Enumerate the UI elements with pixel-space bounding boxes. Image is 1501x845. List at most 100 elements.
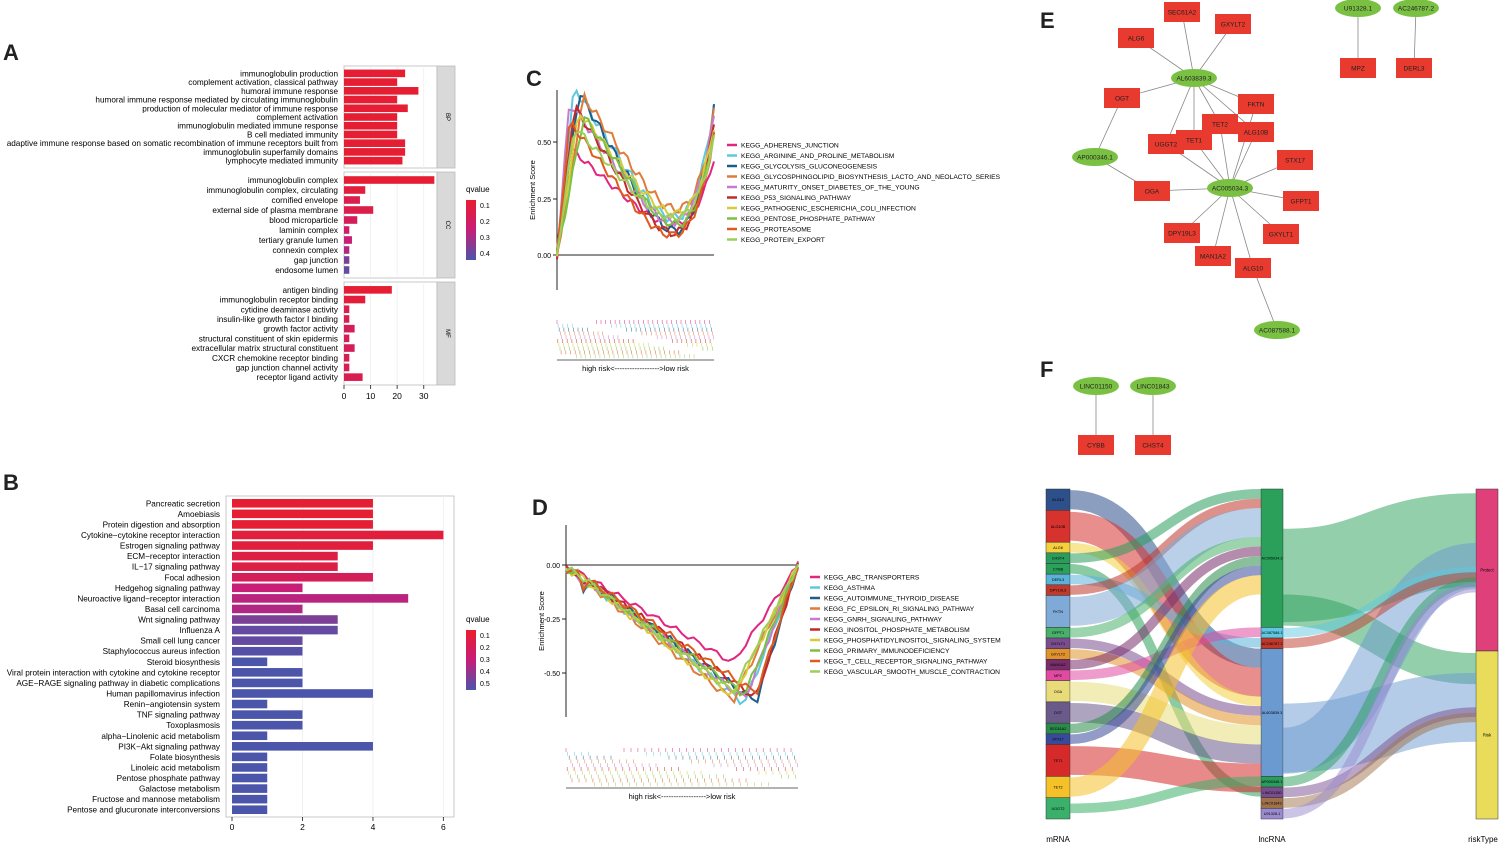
- panel-e-node-label: TET2: [1212, 121, 1228, 128]
- panel-f-lncrna-node: [1073, 377, 1119, 395]
- panel-a-legend-title: qvalue: [466, 185, 490, 194]
- panel-b-pathway-label: Pancreatic secretion: [146, 499, 221, 508]
- panel-a-term-label: complement activation, classical pathway: [188, 78, 339, 87]
- panel-e-edge: [1212, 187, 1231, 257]
- panel-b-pathway-label: Hedgehog signaling pathway: [115, 584, 221, 593]
- panel-c-ytick-label: 0.00: [537, 253, 551, 260]
- panel-e-node-label: DERL3: [1404, 65, 1425, 72]
- panel-e-node-label: AL603839.3: [1176, 75, 1211, 82]
- panel-e-mrna-node: [1202, 114, 1238, 134]
- panel-b-pathway-label: Influenza A: [179, 626, 220, 635]
- panel-a-term-label: gap junction channel activity: [236, 363, 339, 372]
- panel-a-strip-label: MF: [444, 329, 450, 338]
- panel-a-strip-label: CC: [444, 221, 450, 230]
- panel-a-bar: [344, 121, 398, 130]
- panel-a-bar: [344, 226, 350, 234]
- panel-d-xaxis-label: high risk<------------------>low risk: [629, 792, 736, 801]
- panel-a-xtick-label: 10: [366, 391, 376, 401]
- panel-e-edge: [1219, 123, 1231, 189]
- panel-e-node-label: FKTN: [1248, 101, 1265, 108]
- panel-f-mrna-node: [1135, 435, 1171, 455]
- panel-b-bar: [232, 636, 303, 645]
- panel-a-bar: [344, 373, 363, 381]
- panel-c-es-curve: [556, 130, 715, 254]
- panel-b-pathway-label: AGE−RAGE signaling pathway in diabetic c…: [16, 679, 220, 688]
- panel-b-pathway-label: Focal adhesion: [164, 573, 220, 582]
- panel-e-node-label: ALG10B: [1244, 129, 1269, 136]
- panel-b-bar: [232, 742, 373, 751]
- panel-e-mrna-node: [1238, 94, 1274, 114]
- panel-e-lncrna-node: [1335, 0, 1381, 17]
- panel-b-xtick-label: 4: [371, 822, 376, 832]
- panel-label-a: A: [3, 40, 19, 65]
- panel-a-term-label: antigen binding: [282, 286, 338, 295]
- panel-a-term-label: humoral immune response: [241, 87, 338, 96]
- panel-b-pathway-label: Toxoplasmosis: [166, 721, 220, 730]
- panel-e-node-label: GFPT1: [1291, 198, 1312, 205]
- sankey-mrna-label: UGGT2: [1051, 807, 1064, 811]
- panel-e-node-label: AC005034.3: [1212, 185, 1249, 192]
- panel-e-lncrna-node: [1171, 69, 1217, 87]
- sankey-mrna-box: [1045, 595, 1071, 628]
- panel-a-bar: [344, 113, 398, 121]
- panel-d-ytick-label: -0.50: [544, 671, 560, 678]
- panel-b-bar: [232, 689, 373, 698]
- panel-b-xtick-label: 0: [230, 822, 235, 832]
- panel-a-bar: [344, 295, 366, 304]
- panel-c-legend-label: KEGG_ADHERENS_JUNCTION: [741, 143, 839, 150]
- panel-a-bar: [344, 196, 360, 204]
- panel-a-term-label: cytidine deaminase activity: [241, 305, 339, 314]
- panel-d-legend-label: KEGG_T_CELL_RECEPTOR_SIGNALING_PATHWAY: [824, 659, 988, 666]
- panel-c-legend-label: KEGG_ARGININE_AND_PROLINE_METABOLISM: [741, 153, 895, 160]
- panel-a-xtick-label: 20: [392, 391, 402, 401]
- panel-a-strip-CC: [436, 171, 456, 279]
- panel-a-bar: [344, 266, 350, 274]
- panel-a-bar: [344, 156, 403, 165]
- panel-a-term-label: structural constituent of skin epidermis: [199, 334, 338, 343]
- sankey-lncrna-label: LINC01150: [1263, 791, 1282, 795]
- panel-a-legend-tick: 0.3: [480, 235, 490, 242]
- sankey-mrna-label: GXYLT2: [1051, 653, 1065, 657]
- sankey-mrna-label: STX17: [1052, 738, 1064, 742]
- panel-label-d: D: [532, 495, 548, 520]
- sankey-lncrna-label: LINC01843: [1262, 802, 1281, 806]
- panel-b-bar: [232, 657, 268, 667]
- sankey-lncrna-label: AC246787.2: [1261, 642, 1282, 646]
- panel-a-term-label: growth factor activity: [263, 325, 339, 334]
- panel-d-legend-label: KEGG_VASCULAR_SMOOTH_MUSCLE_CONTRACTION: [824, 669, 1000, 676]
- panel-e-edge: [1165, 77, 1195, 145]
- panel-b-pathway-label: Wnt signaling pathway: [138, 616, 221, 625]
- panel-c-legend-label: KEGG_GLYCOLYSIS_GLUCONEOGENESIS: [741, 164, 878, 171]
- panel-d-ytick-label: 0.00: [546, 563, 560, 570]
- panel-a-bar: [344, 176, 435, 184]
- panel-e-node-label: U91328.1: [1344, 5, 1373, 12]
- panel-e-mrna-node: [1148, 134, 1184, 154]
- panel-b-xtick-label: 2: [300, 822, 305, 832]
- panel-a-term-label: immunoglobulin complex: [248, 176, 338, 185]
- panel-e-lncrna-node: [1254, 321, 1300, 339]
- panel-a-bar: [344, 95, 398, 104]
- panel-d-legend-label: KEGG_INOSITOL_PHOSPHATE_METABOLISM: [824, 627, 970, 634]
- panel-d-es-curve: [565, 563, 799, 696]
- panel-e-edge: [1229, 103, 1257, 189]
- sankey-mrna-label: MAN1A2: [1050, 663, 1065, 667]
- sankey-flow-mrna-lnc: [1069, 681, 1262, 745]
- panel-b-bar: [232, 699, 268, 709]
- panel-e-node-label: AP000346.1: [1077, 154, 1113, 161]
- panel-a-term-label: complement activation: [257, 113, 339, 122]
- sankey-flow-mrna-lnc: [1069, 556, 1262, 734]
- panel-a-legend-tick: 0.2: [480, 219, 490, 226]
- panel-b-pathway-label: Pentose phosphate pathway: [117, 774, 221, 783]
- panel-a-legend-tick: 0.1: [480, 203, 490, 210]
- panel-a-term-label: blood microparticle: [269, 216, 338, 225]
- panel-b-legend-gradient: [466, 630, 476, 690]
- panel-b-bar: [232, 625, 338, 635]
- panel-e-mrna-node: [1340, 58, 1376, 78]
- panel-a-bar: [344, 315, 350, 323]
- panel-b-bar: [232, 646, 303, 656]
- sankey-flow-lnc-risk: [1282, 572, 1477, 649]
- panel-c-ylabel: Enrichment Score: [528, 160, 537, 220]
- panel-a-bar: [344, 353, 350, 362]
- panel-b-legend-tick: 0.5: [480, 681, 490, 688]
- panel-e-node-label: ALG6: [1128, 35, 1145, 42]
